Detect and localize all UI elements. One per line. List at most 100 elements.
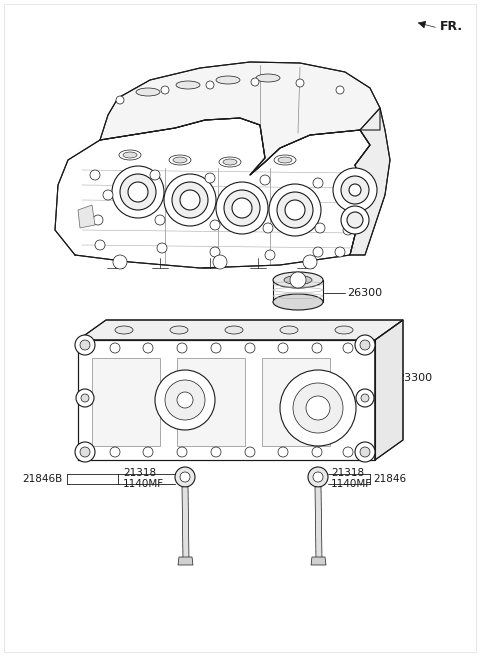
Circle shape [172, 182, 208, 218]
Circle shape [251, 78, 259, 86]
Circle shape [76, 389, 94, 407]
Circle shape [315, 223, 325, 233]
Circle shape [75, 335, 95, 355]
Circle shape [343, 225, 353, 235]
Polygon shape [78, 205, 95, 228]
Circle shape [303, 255, 317, 269]
Circle shape [224, 190, 260, 226]
Circle shape [296, 79, 304, 87]
Circle shape [143, 343, 153, 353]
Ellipse shape [173, 157, 187, 163]
Polygon shape [350, 108, 390, 255]
Circle shape [81, 394, 89, 402]
Ellipse shape [115, 326, 133, 334]
Ellipse shape [170, 326, 188, 334]
Circle shape [120, 174, 156, 210]
Polygon shape [55, 118, 370, 268]
Circle shape [157, 243, 167, 253]
Circle shape [116, 96, 124, 104]
Text: 23300: 23300 [397, 373, 432, 383]
Circle shape [306, 396, 330, 420]
Ellipse shape [280, 326, 298, 334]
Circle shape [313, 472, 323, 482]
Text: 21846B: 21846B [22, 474, 62, 484]
Circle shape [343, 447, 353, 457]
Circle shape [313, 178, 323, 188]
Circle shape [206, 81, 214, 89]
Text: 1140MF: 1140MF [123, 479, 164, 489]
Ellipse shape [119, 150, 141, 160]
Circle shape [210, 220, 220, 230]
Circle shape [278, 343, 288, 353]
Ellipse shape [274, 155, 296, 165]
Circle shape [343, 343, 353, 353]
Ellipse shape [216, 76, 240, 84]
Circle shape [245, 343, 255, 353]
Ellipse shape [284, 276, 312, 285]
Circle shape [80, 340, 90, 350]
Circle shape [341, 176, 369, 204]
Polygon shape [315, 487, 322, 560]
Text: 21318: 21318 [331, 468, 364, 478]
Circle shape [335, 247, 345, 257]
Circle shape [265, 250, 275, 260]
Circle shape [356, 389, 374, 407]
Circle shape [143, 447, 153, 457]
Text: 21318: 21318 [123, 468, 156, 478]
Ellipse shape [335, 326, 353, 334]
Circle shape [216, 182, 268, 234]
Circle shape [165, 380, 205, 420]
Circle shape [361, 394, 369, 402]
Polygon shape [311, 557, 326, 565]
Polygon shape [78, 340, 375, 460]
Circle shape [180, 472, 190, 482]
Circle shape [155, 215, 165, 225]
Circle shape [277, 192, 313, 228]
Polygon shape [182, 487, 189, 560]
Circle shape [211, 447, 221, 457]
Text: FR.: FR. [440, 20, 463, 33]
Circle shape [155, 370, 215, 430]
Text: 1140MF: 1140MF [331, 479, 372, 489]
Circle shape [278, 447, 288, 457]
Ellipse shape [176, 81, 200, 89]
Circle shape [263, 223, 273, 233]
Circle shape [175, 467, 195, 487]
Circle shape [285, 200, 305, 220]
Circle shape [349, 184, 361, 196]
Ellipse shape [223, 159, 237, 165]
Circle shape [312, 343, 322, 353]
Circle shape [75, 442, 95, 462]
Text: 26300: 26300 [347, 288, 382, 298]
Text: 21846: 21846 [373, 474, 406, 484]
Circle shape [308, 467, 328, 487]
Circle shape [355, 442, 375, 462]
Ellipse shape [273, 272, 323, 288]
Circle shape [161, 86, 169, 94]
Ellipse shape [225, 326, 243, 334]
Circle shape [290, 272, 306, 288]
Ellipse shape [256, 74, 280, 82]
Bar [177, 358, 245, 446]
Circle shape [360, 447, 370, 457]
Circle shape [213, 255, 227, 269]
Circle shape [90, 170, 100, 180]
Circle shape [260, 175, 270, 185]
Circle shape [280, 370, 356, 446]
Circle shape [93, 215, 103, 225]
Circle shape [205, 173, 215, 183]
Ellipse shape [273, 294, 323, 310]
Circle shape [269, 184, 321, 236]
Circle shape [110, 343, 120, 353]
Circle shape [113, 255, 127, 269]
Ellipse shape [278, 157, 292, 163]
Polygon shape [78, 320, 403, 340]
Ellipse shape [123, 152, 137, 158]
Ellipse shape [169, 155, 191, 165]
Circle shape [150, 170, 160, 180]
Circle shape [355, 335, 375, 355]
Circle shape [128, 182, 148, 202]
Circle shape [333, 168, 377, 212]
Circle shape [95, 240, 105, 250]
Circle shape [347, 212, 363, 228]
